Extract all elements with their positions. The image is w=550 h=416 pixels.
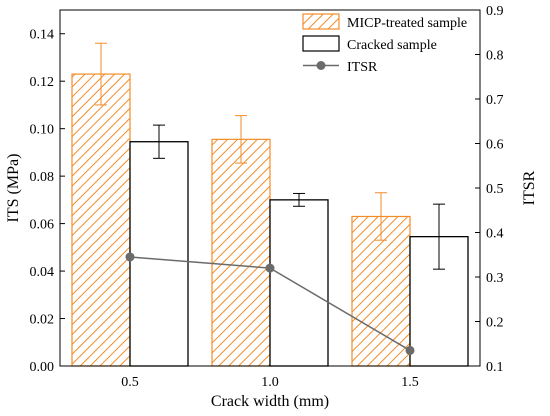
y2-tick-label-0: 0.1 — [486, 360, 504, 375]
bar-micp-1 — [211, 138, 271, 367]
y2-axis-title: ITSR — [521, 170, 538, 205]
legend-label-1: Cracked sample — [347, 38, 437, 53]
error-bar-micp-0 — [95, 42, 107, 106]
y-tick-label-6: 0.12 — [30, 75, 55, 90]
itsr-line-layer — [125, 252, 415, 355]
y-tick-label-4: 0.08 — [30, 170, 55, 185]
legend-swatch-0 — [302, 13, 340, 30]
error-bars-layer — [95, 42, 445, 270]
y-tick-label-1: 0.02 — [30, 313, 55, 328]
bar-micp-2 — [351, 215, 411, 367]
y2-tick-label-2: 0.3 — [486, 271, 504, 286]
bar-cracked-1 — [269, 199, 329, 367]
ticks-layer: 0.00 0.02 0.04 0.06 0.08 0.10 0.12 0.14 0.1 0.2 0.… — [30, 4, 504, 390]
legend-marker-2 — [316, 61, 326, 70]
y-tick-label-3: 0.06 — [30, 218, 55, 233]
y2-tick-label-1: 0.2 — [486, 316, 504, 331]
error-bar-cracked-0 — [153, 124, 165, 159]
bar-cracked-0 — [129, 141, 189, 367]
bar-micp-0 — [71, 73, 131, 367]
x-axis-title: Crack width (mm) — [211, 393, 329, 410]
y-tick-label-2: 0.04 — [30, 265, 55, 280]
y2-tick-label-5: 0.6 — [486, 138, 504, 153]
legend-swatch-1 — [302, 35, 340, 52]
x-tick-label-1: 1.0 — [261, 375, 279, 390]
itsr-point-0 — [125, 252, 135, 262]
y-tick-label-5: 0.10 — [30, 123, 55, 138]
legend-label-2: ITSR — [347, 60, 378, 75]
error-bar-cracked-2 — [433, 203, 445, 270]
y2-tick-label-8: 0.9 — [486, 4, 504, 19]
error-bar-micp-1 — [235, 115, 247, 164]
y-axis-title: ITS (MPa) — [5, 154, 22, 223]
legend: MICP-treated sample Cracked sample ITSR — [302, 13, 467, 75]
y-tick-label-7: 0.14 — [30, 28, 55, 43]
legend-label-0: MICP-treated sample — [347, 16, 467, 31]
legend-item-0: MICP-treated sample — [302, 13, 467, 31]
y2-tick-label-6: 0.7 — [486, 93, 504, 108]
x-tick-label-0: 0.5 — [121, 375, 139, 390]
error-bar-cracked-1 — [293, 192, 305, 207]
x-tick-label-2: 1.5 — [401, 375, 419, 390]
y2-tick-label-7: 0.8 — [486, 49, 504, 64]
itsr-point-2 — [405, 345, 415, 355]
legend-item-1: Cracked sample — [302, 35, 437, 53]
legend-item-2: ITSR — [303, 60, 378, 75]
y-tick-label-0: 0.00 — [30, 360, 55, 375]
bars-layer — [71, 73, 469, 367]
y2-tick-label-4: 0.5 — [486, 182, 504, 197]
error-bar-micp-2 — [375, 192, 387, 241]
itsr-point-1 — [265, 263, 275, 273]
y2-tick-label-3: 0.4 — [486, 227, 504, 242]
